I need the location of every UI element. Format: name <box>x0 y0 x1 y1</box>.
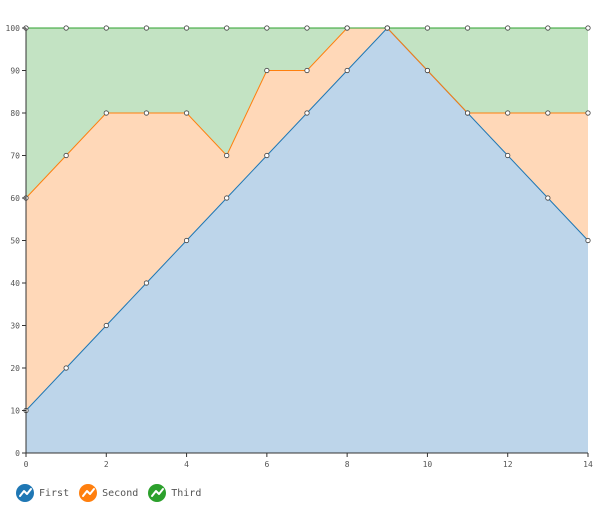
legend-swatch-second-icon <box>79 484 98 502</box>
x-tick-label-2: 2 <box>104 460 109 469</box>
legend-item-second[interactable]: Second <box>79 484 138 502</box>
point-third-3[interactable] <box>143 25 150 31</box>
y-tick-label-70: 70 <box>10 152 20 161</box>
stacked-area-chart: 0 10 20 30 40 50 60 70 80 90 100 0 2 4 6 8 10 12 14 <box>6 24 593 469</box>
point-third-9[interactable] <box>384 25 390 31</box>
y-tick-label-30: 30 <box>10 322 20 331</box>
area-second <box>26 28 588 411</box>
point-third-10[interactable] <box>424 25 431 31</box>
point-first-2[interactable] <box>103 322 109 329</box>
point-third-13[interactable] <box>545 25 551 31</box>
legend-label-second: Second <box>102 487 139 499</box>
point-first-5[interactable] <box>224 195 230 201</box>
point-third-8[interactable] <box>344 25 350 31</box>
point-first-4[interactable] <box>183 237 190 244</box>
point-first-7[interactable] <box>304 110 310 116</box>
axes: 0 10 20 30 40 50 60 70 80 90 100 0 2 4 6 8 10 12 14 <box>6 24 593 469</box>
point-second-12[interactable] <box>505 110 511 116</box>
legend-swatch-first-icon <box>16 484 34 502</box>
y-tick-label-40: 40 <box>10 279 20 288</box>
point-third-6[interactable] <box>264 25 270 31</box>
point-third-2[interactable] <box>103 25 109 31</box>
x-tick-label-0: 0 <box>24 460 29 469</box>
legend-item-first[interactable]: First <box>16 484 69 502</box>
point-third-12[interactable] <box>505 25 511 31</box>
y-tick-label-20: 20 <box>10 364 20 373</box>
x-tick-label-4: 4 <box>184 460 189 469</box>
point-third-14[interactable] <box>585 25 591 31</box>
point-second-1[interactable] <box>63 152 69 159</box>
legend: First Second Third <box>16 484 211 502</box>
point-second-11[interactable] <box>464 110 471 116</box>
x-tick-label-10: 10 <box>423 460 433 469</box>
area-layers <box>26 28 588 453</box>
data-points <box>23 25 591 414</box>
point-second-14[interactable] <box>585 110 591 116</box>
point-first-14[interactable] <box>585 237 591 244</box>
legend-swatch-third-icon <box>148 484 167 502</box>
point-first-6[interactable] <box>264 152 270 159</box>
x-tick-label-8: 8 <box>345 460 350 469</box>
point-third-11[interactable] <box>464 25 471 31</box>
point-second-2[interactable] <box>103 110 109 116</box>
y-tick-label-100: 100 <box>6 24 21 33</box>
point-first-3[interactable] <box>143 280 150 286</box>
point-third-4[interactable] <box>183 25 190 31</box>
x-tick-label-6: 6 <box>264 460 269 469</box>
y-tick-label-50: 50 <box>10 237 20 246</box>
area-first <box>26 28 588 453</box>
point-first-12[interactable] <box>505 152 511 159</box>
point-second-7[interactable] <box>304 67 310 74</box>
point-first-1[interactable] <box>63 365 69 371</box>
point-second-10[interactable] <box>424 67 431 74</box>
point-first-13[interactable] <box>545 195 551 201</box>
point-third-5[interactable] <box>224 25 230 31</box>
y-tick-label-10: 10 <box>10 407 20 416</box>
point-second-6[interactable] <box>264 67 270 74</box>
point-third-7[interactable] <box>304 25 310 31</box>
x-tick-label-14: 14 <box>583 460 593 469</box>
point-third-1[interactable] <box>63 25 69 31</box>
point-first-8[interactable] <box>344 67 350 74</box>
x-tick-label-12: 12 <box>503 460 513 469</box>
legend-item-third[interactable]: Third <box>148 484 201 502</box>
y-tick-label-80: 80 <box>10 109 20 118</box>
legend-label-third: Third <box>171 487 202 499</box>
point-second-13[interactable] <box>545 110 551 116</box>
y-tick-label-0: 0 <box>15 449 20 458</box>
point-second-3[interactable] <box>143 110 150 116</box>
point-second-5[interactable] <box>224 152 230 159</box>
y-tick-label-90: 90 <box>10 67 20 76</box>
legend-label-first: First <box>39 487 70 499</box>
point-second-4[interactable] <box>183 110 190 116</box>
y-tick-label-60: 60 <box>10 194 20 203</box>
area-third <box>26 28 588 198</box>
